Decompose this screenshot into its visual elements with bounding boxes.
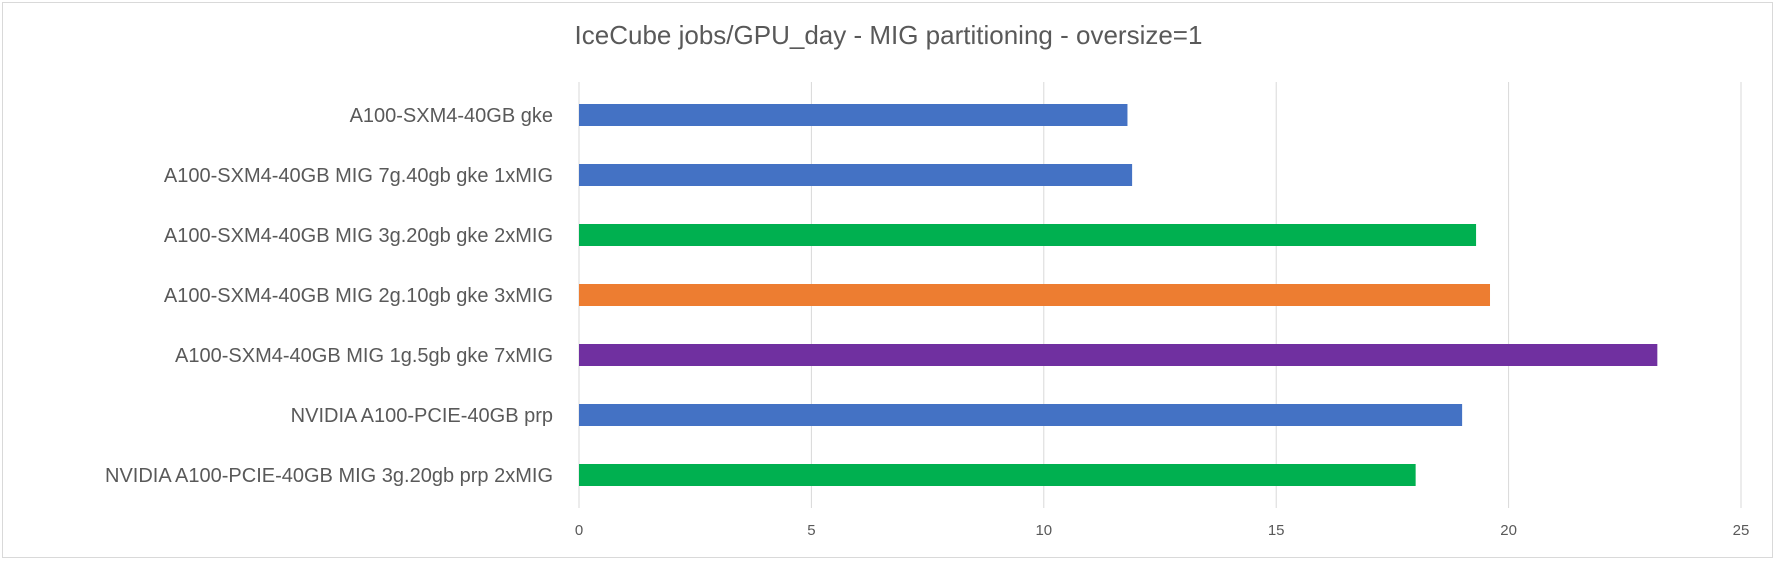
chart-title: IceCube jobs/GPU_day - MIG partitioning … bbox=[574, 20, 1203, 50]
x-tick-label: 5 bbox=[807, 522, 815, 539]
bar bbox=[579, 104, 1128, 126]
category-label: A100-SXM4-40GB MIG 3g.20gb gke 2xMIG bbox=[164, 225, 553, 247]
category-label: A100-SXM4-40GB gke bbox=[350, 105, 553, 127]
x-tick-label: 20 bbox=[1500, 522, 1517, 539]
bars bbox=[579, 104, 1658, 486]
bar bbox=[579, 164, 1133, 186]
x-tick-label: 10 bbox=[1035, 522, 1052, 539]
x-tick-label: 15 bbox=[1268, 522, 1285, 539]
x-tick-label: 25 bbox=[1733, 522, 1750, 539]
category-label: NVIDIA A100-PCIE-40GB MIG 3g.20gb prp 2x… bbox=[105, 465, 553, 487]
bar bbox=[579, 284, 1491, 306]
category-label: A100-SXM4-40GB MIG 7g.40gb gke 1xMIG bbox=[164, 165, 553, 187]
x-tick-label: 0 bbox=[575, 522, 583, 539]
x-tick-labels: 0 5 10 15 20 25 bbox=[575, 522, 1750, 539]
category-label: A100-SXM4-40GB MIG 2g.10gb gke 3xMIG bbox=[164, 285, 553, 307]
bar bbox=[579, 344, 1658, 366]
category-label: A100-SXM4-40GB MIG 1g.5gb gke 7xMIG bbox=[175, 345, 553, 367]
bar bbox=[579, 224, 1477, 246]
bar bbox=[579, 404, 1463, 426]
bar bbox=[579, 464, 1416, 486]
category-label: NVIDIA A100-PCIE-40GB prp bbox=[291, 405, 553, 427]
category-labels: A100-SXM4-40GB gke A100-SXM4-40GB MIG 7g.… bbox=[105, 105, 553, 487]
